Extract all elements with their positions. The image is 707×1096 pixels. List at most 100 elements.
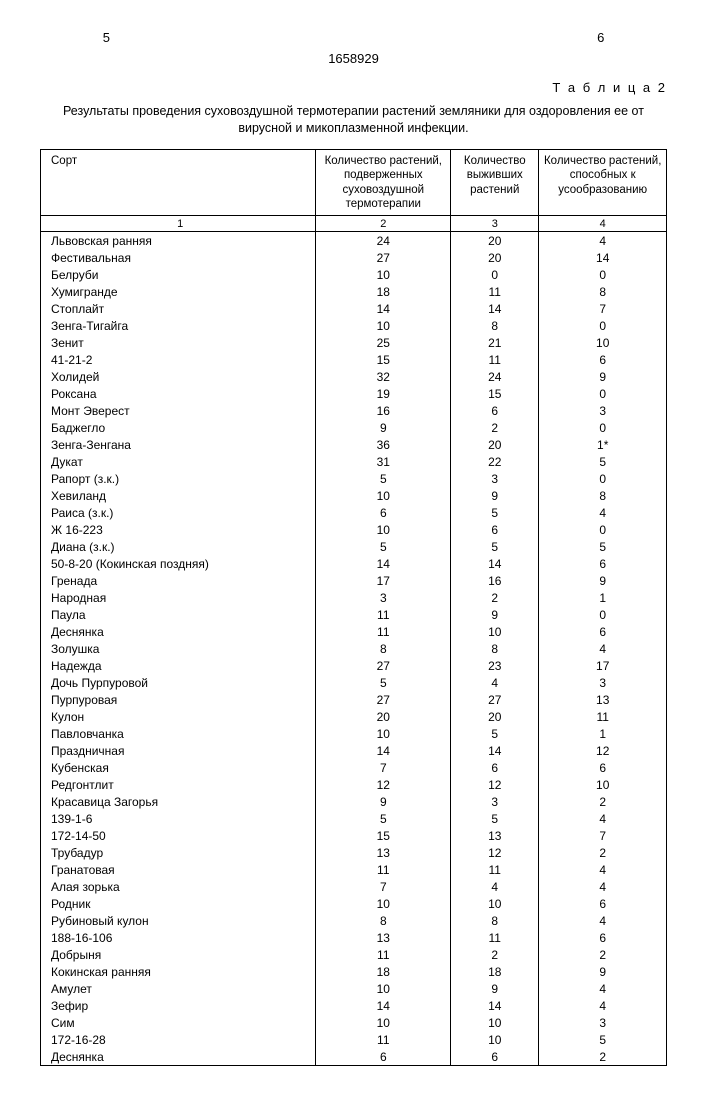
cell-name: Красавица Загорья: [41, 793, 316, 810]
cell-treated: 15: [316, 351, 451, 368]
cell-name: Раиса (з.к.): [41, 504, 316, 521]
cell-survived: 20: [451, 436, 539, 453]
cell-survived: 20: [451, 232, 539, 250]
cell-name: Хевиланд: [41, 487, 316, 504]
cell-name: Паула: [41, 606, 316, 623]
cell-name: 139-1-6: [41, 810, 316, 827]
cell-treated: 11: [316, 606, 451, 623]
cell-survived: 14: [451, 300, 539, 317]
cell-treated: 13: [316, 844, 451, 861]
table-row: Алая зорька744: [41, 878, 667, 895]
cell-treated: 11: [316, 946, 451, 963]
cell-name: Фестивальная: [41, 249, 316, 266]
cell-name: Стоплайт: [41, 300, 316, 317]
cell-runners: 2: [539, 946, 667, 963]
cell-runners: 9: [539, 572, 667, 589]
cell-name: Деснянка: [41, 1048, 316, 1066]
table-row: Пурпуровая272713: [41, 691, 667, 708]
cell-name: Редгонтлит: [41, 776, 316, 793]
cell-treated: 14: [316, 555, 451, 572]
cell-treated: 5: [316, 538, 451, 555]
cell-treated: 7: [316, 878, 451, 895]
cell-runners: 0: [539, 266, 667, 283]
cell-treated: 10: [316, 317, 451, 334]
table-row: Фестивальная272014: [41, 249, 667, 266]
cell-treated: 11: [316, 861, 451, 878]
cell-treated: 11: [316, 1031, 451, 1048]
cell-name: Львовская ранняя: [41, 232, 316, 250]
cell-treated: 18: [316, 963, 451, 980]
cell-survived: 0: [451, 266, 539, 283]
table-row: Деснянка662: [41, 1048, 667, 1066]
cell-runners: 3: [539, 674, 667, 691]
table-row: Холидей32249: [41, 368, 667, 385]
cell-survived: 2: [451, 946, 539, 963]
table-row: Диана (з.к.)555: [41, 538, 667, 555]
sub-1: 1: [41, 216, 316, 232]
cell-treated: 24: [316, 232, 451, 250]
doc-number: 1658929: [40, 51, 667, 66]
cell-name: Диана (з.к.): [41, 538, 316, 555]
cell-survived: 11: [451, 861, 539, 878]
cell-name: Народная: [41, 589, 316, 606]
table-row: Редгонтлит121210: [41, 776, 667, 793]
cell-name: 188-16-106: [41, 929, 316, 946]
cell-runners: 4: [539, 861, 667, 878]
cell-name: Праздничная: [41, 742, 316, 759]
cell-name: Дукат: [41, 453, 316, 470]
cell-survived: 14: [451, 555, 539, 572]
table-row: Золушка884: [41, 640, 667, 657]
cell-treated: 10: [316, 521, 451, 538]
table-row: Стоплайт14147: [41, 300, 667, 317]
table-row: Надежда272317: [41, 657, 667, 674]
cell-treated: 14: [316, 742, 451, 759]
cell-name: 172-14-50: [41, 827, 316, 844]
table-row: Раиса (з.к.)654: [41, 504, 667, 521]
cell-runners: 2: [539, 793, 667, 810]
cell-treated: 10: [316, 895, 451, 912]
cell-name: Кулон: [41, 708, 316, 725]
cell-survived: 8: [451, 317, 539, 334]
cell-runners: 0: [539, 606, 667, 623]
cell-name: Баджегло: [41, 419, 316, 436]
cell-runners: 9: [539, 368, 667, 385]
cell-survived: 10: [451, 623, 539, 640]
cell-runners: 12: [539, 742, 667, 759]
header-row: Сорт Количество растений, подверженных с…: [41, 149, 667, 216]
table-row: Зенга-Тигайга1080: [41, 317, 667, 334]
cell-treated: 10: [316, 725, 451, 742]
table-row: Сим10103: [41, 1014, 667, 1031]
table-row: Гранатовая11114: [41, 861, 667, 878]
cell-treated: 8: [316, 912, 451, 929]
table-row: Рубиновый кулон884: [41, 912, 667, 929]
table-row: Павловчанка1051: [41, 725, 667, 742]
cell-survived: 4: [451, 674, 539, 691]
cell-runners: 0: [539, 419, 667, 436]
cell-name: Сим: [41, 1014, 316, 1031]
cell-name: Деснянка: [41, 623, 316, 640]
cell-treated: 9: [316, 793, 451, 810]
cell-treated: 16: [316, 402, 451, 419]
subheader-row: 1 2 3 4: [41, 216, 667, 232]
table-row: 41-21-215116: [41, 351, 667, 368]
cell-survived: 15: [451, 385, 539, 402]
cell-survived: 3: [451, 470, 539, 487]
cell-runners: 3: [539, 1014, 667, 1031]
page-right: 6: [597, 30, 604, 45]
table-row: Кулон202011: [41, 708, 667, 725]
cell-survived: 5: [451, 810, 539, 827]
table-row: Народная321: [41, 589, 667, 606]
cell-survived: 14: [451, 742, 539, 759]
cell-name: Родник: [41, 895, 316, 912]
cell-runners: 0: [539, 385, 667, 402]
cell-runners: 11: [539, 708, 667, 725]
cell-survived: 12: [451, 844, 539, 861]
cell-survived: 2: [451, 419, 539, 436]
table-row: Трубадур13122: [41, 844, 667, 861]
cell-runners: 1: [539, 589, 667, 606]
table-row: 188-16-10613116: [41, 929, 667, 946]
cell-treated: 32: [316, 368, 451, 385]
table-row: Дочь Пурпуровой543: [41, 674, 667, 691]
cell-runners: 0: [539, 470, 667, 487]
table-row: Кубенская766: [41, 759, 667, 776]
